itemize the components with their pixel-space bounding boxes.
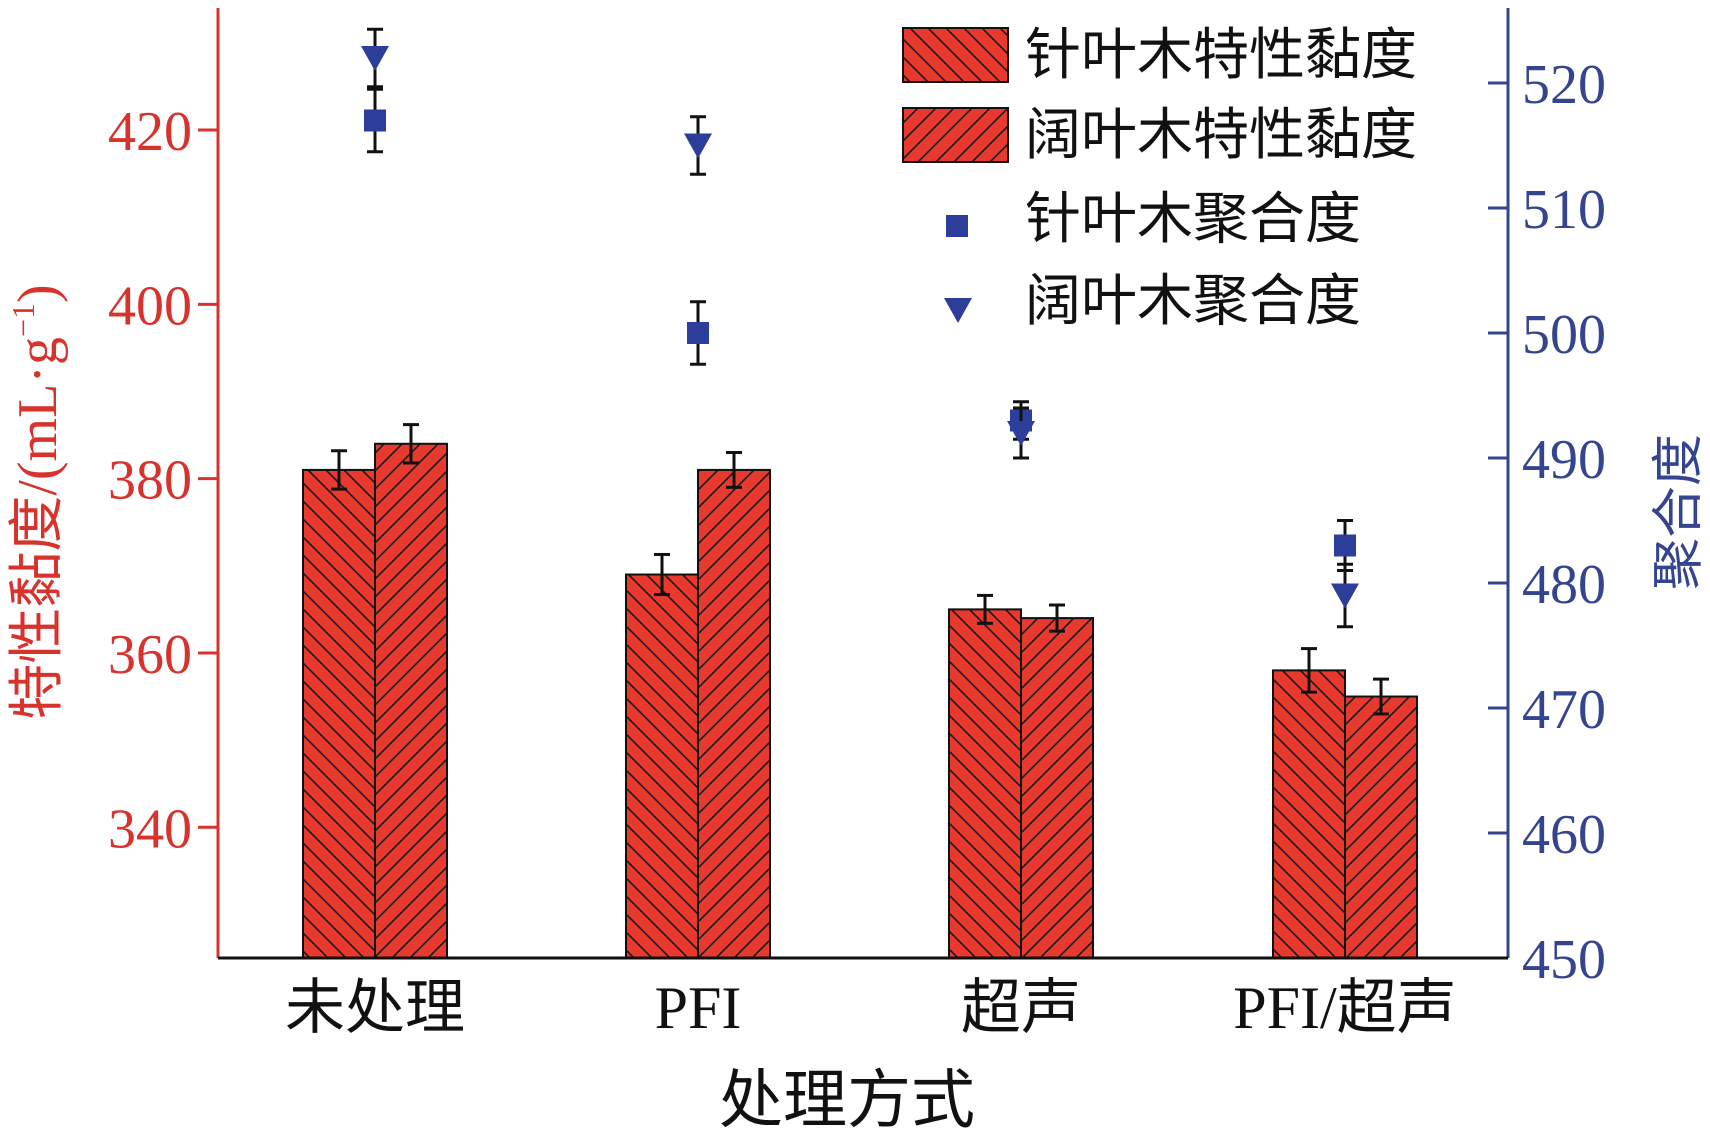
marker-softwood-dp-0 [364,109,386,132]
marker-softwood-dp-3 [1334,534,1356,557]
x-tick-label-0: 未处理 [285,975,465,1041]
error-bar-hardwood-0 [403,423,419,465]
x-tick-label-1: PFI [655,975,742,1041]
error-bar-hardwood-1 [726,450,742,489]
y2-tick-label-520: 520 [1522,54,1606,116]
y-tick-label-340: 340 [108,798,192,860]
bar-softwood-3 [1272,669,1346,959]
y-axis-title-main: 特性黏度/(mL·g [7,337,69,720]
y-axis-title-tail: ) [7,284,69,303]
y2-tick-label-450: 450 [1522,929,1606,991]
legend-label-hardwood-viscosity: 阔叶木特性黏度 [1025,105,1417,167]
error-bar-softwood-2 [977,593,993,625]
bar-hardwood-1 [697,468,771,959]
y2-tick-label-500: 500 [1522,304,1606,366]
bar-softwood-2 [948,608,1022,959]
plot-area [302,27,1418,959]
legend-label-softwood-viscosity: 针叶木特性黏度 [1025,25,1417,87]
x-tick-label-3: PFI/超声 [1233,975,1456,1041]
y2-tick-label-460: 460 [1522,804,1606,866]
bar-softwood-1 [625,573,699,959]
y-tick-label-420: 420 [108,101,192,163]
y2-axis-title: 聚合度 [1651,434,1708,590]
error-bar-hardwood-2 [1049,603,1065,633]
error-bar-softwood-0 [331,449,347,491]
marker-hardwood-dp-1 [684,133,712,159]
error-bar-softwood-3 [1301,647,1317,694]
y-tick-label-380: 380 [108,450,192,512]
legend-label-softwood-dp: 针叶木聚合度 [1025,189,1361,251]
error-bar-hardwood-3 [1373,677,1389,716]
legend-marker-softwood-dp [946,215,968,237]
axes: 340 360 380 400 420 450 460 470 480 490 500 510 520 未… [108,8,1606,1041]
marker-hardwood-dp-2 [1007,421,1035,446]
y-tick-label-360: 360 [108,624,192,686]
legend-marker-hardwood-dp [944,298,972,323]
legend-swatch-softwood-viscosity [902,27,1009,83]
legend: 针叶木特性黏度 阔叶木特性黏度 针叶木聚合度 阔叶木聚合度 [902,25,1417,333]
bar-softwood-0 [302,468,376,959]
y-axis-title: 特性黏度/(mL·g−1) [5,284,69,719]
bar-hardwood-0 [374,442,448,959]
bar-hardwood-2 [1020,617,1094,959]
x-tick-label-2: 超声 [961,975,1081,1041]
marker-hardwood-dp-3 [1331,583,1359,609]
x-axis-title: 处理方式 [719,1065,975,1136]
y2-tick-label-510: 510 [1522,179,1606,241]
y2-tick-label-480: 480 [1522,554,1606,616]
marker-hardwood-dp-0 [361,46,389,71]
y-tick-label-400: 400 [108,275,192,337]
legend-label-hardwood-dp: 阔叶木聚合度 [1025,271,1361,333]
y2-tick-label-490: 490 [1522,429,1606,491]
error-bar-softwood-1 [654,552,670,597]
bar-hardwood-3 [1344,695,1418,959]
y2-tick-label-470: 470 [1522,679,1606,741]
y-axis-title-sup: −1 [5,303,41,337]
legend-swatch-hardwood-viscosity [902,107,1009,163]
marker-softwood-dp-1 [687,322,709,344]
